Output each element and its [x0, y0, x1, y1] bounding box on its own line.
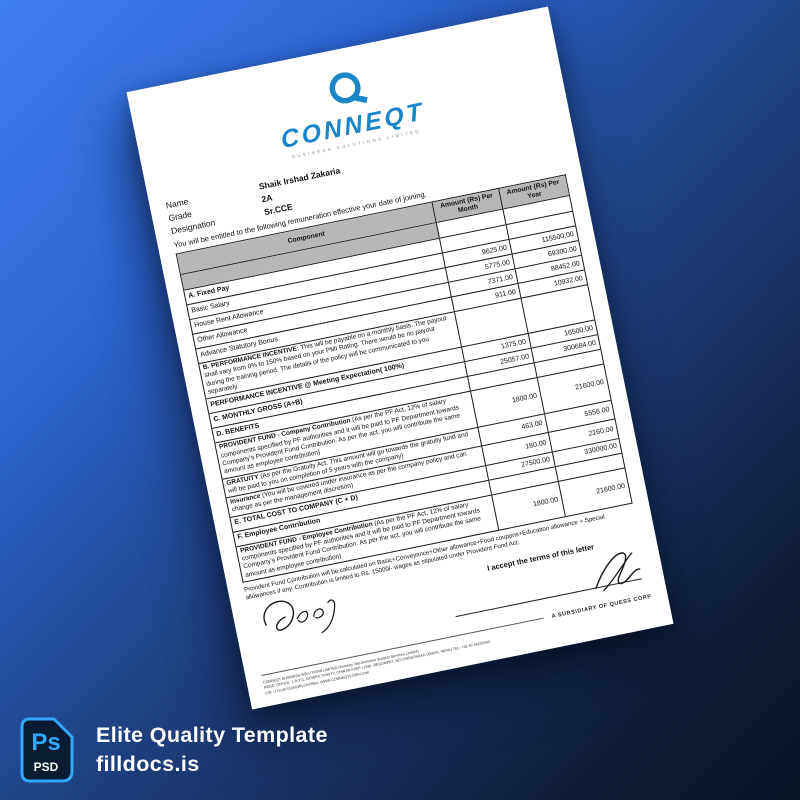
photoshop-psd-icon: Ps PSD — [20, 717, 74, 783]
caption-text: Elite Quality Template filldocs.is — [96, 721, 328, 779]
authorized-signature — [263, 599, 336, 634]
caption-site: filldocs.is — [96, 752, 200, 776]
caption-title: Elite Quality Template — [96, 723, 328, 747]
caption-bar: Ps PSD Elite Quality Template filldocs.i… — [0, 700, 800, 800]
ps-glyph: Ps — [31, 729, 60, 756]
acceptance-signature-line — [448, 545, 642, 618]
employee-signature — [595, 552, 641, 592]
psd-glyph: PSD — [34, 760, 59, 774]
company-logo: CONNEQT BUSINESS SOLUTIONS LIMITED — [147, 31, 552, 186]
document-wrapper: CONNEQT BUSINESS SOLUTIONS LIMITED Name … — [126, 6, 674, 710]
conneqt-q-icon — [329, 72, 368, 104]
offer-letter-document: CONNEQT BUSINESS SOLUTIONS LIMITED Name … — [126, 6, 674, 710]
acceptance-block: I accept the terms of this letter — [447, 534, 642, 618]
